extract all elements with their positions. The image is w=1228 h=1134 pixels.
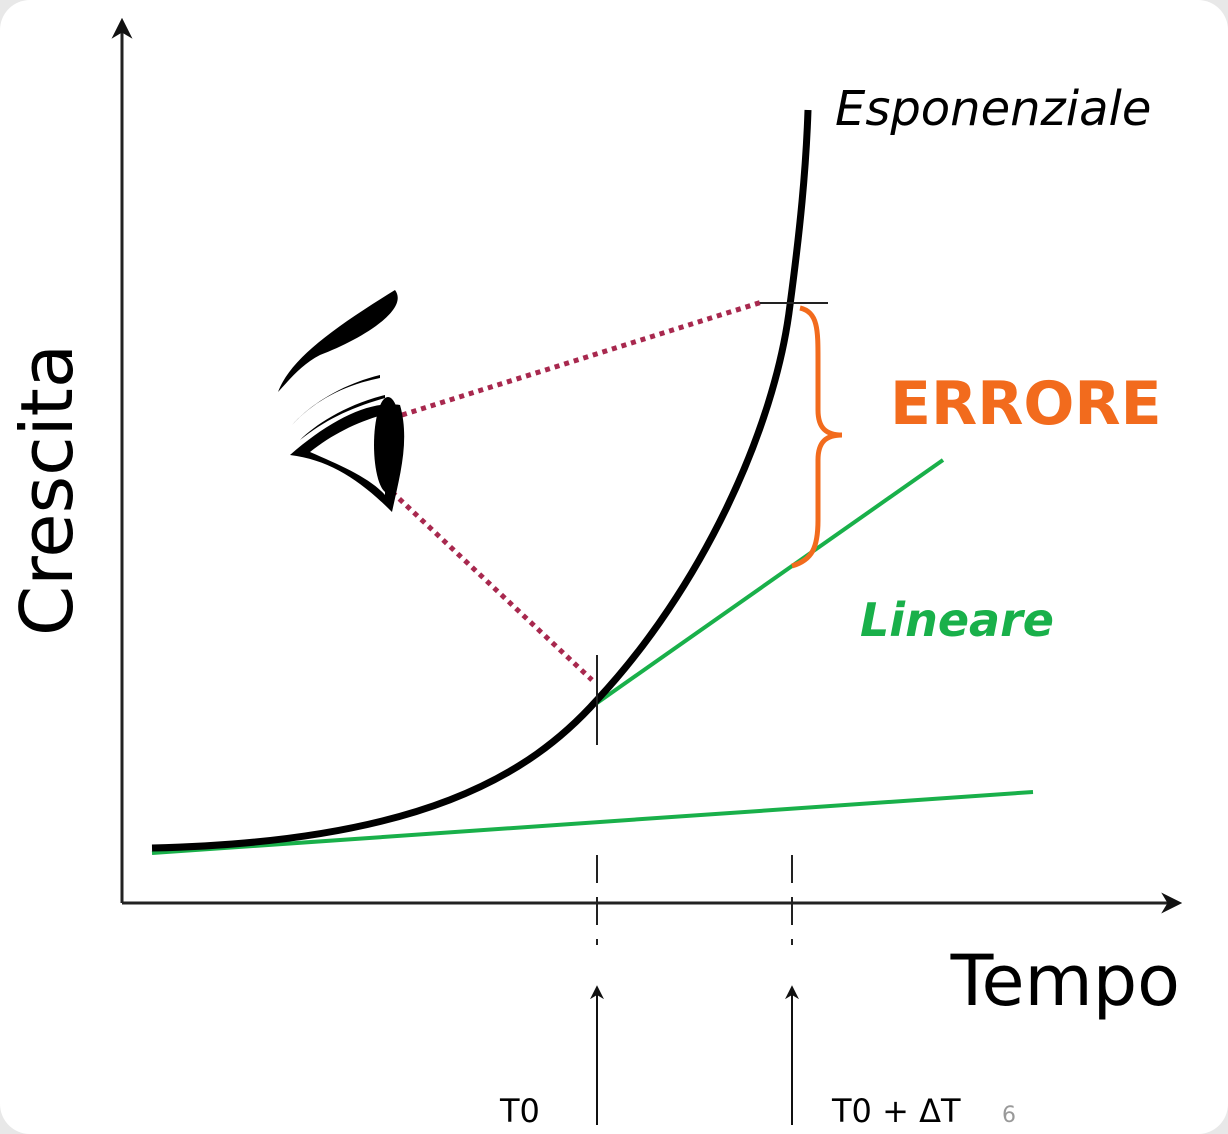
slide: Esponenziale ERRORE Lineare Crescita Tem… — [0, 0, 1228, 1134]
time-label: T0 — [499, 1092, 540, 1130]
exponential-label: Esponenziale — [835, 81, 1151, 137]
y-axis-label: Crescita — [5, 344, 89, 636]
x-axis-label: Tempo — [950, 940, 1180, 1022]
linear-label: Lineare — [860, 593, 1054, 647]
slide-number: 6 — [1002, 1103, 1016, 1128]
error-label: ERRORE — [890, 369, 1162, 439]
time-label: T0 + ΔT — [831, 1092, 961, 1130]
diagram: Esponenziale ERRORE Lineare Crescita Tem… — [0, 0, 1228, 1134]
